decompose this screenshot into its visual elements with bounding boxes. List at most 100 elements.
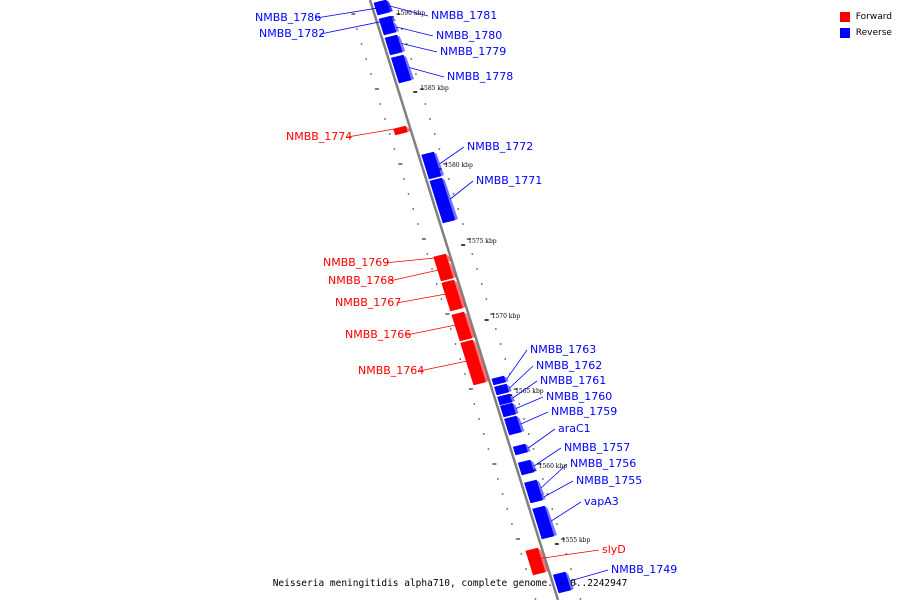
- gene-label[interactable]: NMBB_1766: [345, 328, 411, 341]
- legend-reverse: Reverse: [839, 25, 892, 41]
- label-connector: [543, 480, 574, 498]
- gene-feature-bevel: [530, 460, 537, 472]
- label-connector: [533, 447, 562, 467]
- gene-label[interactable]: araC1: [558, 422, 591, 435]
- gene-feature-bevel: [536, 480, 545, 496]
- kbp-label: 1585 kbp: [420, 85, 449, 92]
- forward-swatch: [839, 12, 850, 22]
- label-connector: [396, 26, 434, 37]
- gene-feature-bevel: [453, 280, 466, 308]
- kbp-label: 1555 kbp: [562, 537, 591, 544]
- gene-feature[interactable]: [497, 393, 513, 406]
- label-connector: [569, 569, 609, 582]
- label-connector: [528, 428, 556, 449]
- gene-label[interactable]: NMBB_1759: [551, 405, 617, 418]
- gene-feature-bevel: [445, 254, 452, 262]
- gene-label[interactable]: NMBB_1762: [536, 359, 602, 372]
- gene-label[interactable]: NMBB_1760: [546, 390, 612, 403]
- gene-features: [373, 0, 574, 594]
- label-connector: [389, 5, 429, 17]
- gene-feature-bevel: [463, 312, 475, 338]
- label-connector: [506, 349, 528, 380]
- label-connector: [512, 380, 538, 399]
- gene-label[interactable]: NMBB_1781: [431, 9, 497, 22]
- gene-feature[interactable]: [491, 375, 507, 386]
- kbp-label: 1590 kbp: [397, 10, 426, 17]
- gene-feature-bevel: [512, 403, 519, 414]
- gene-feature-bevel: [565, 572, 574, 590]
- gene-label[interactable]: NMBB_1771: [476, 174, 542, 187]
- gene-label[interactable]: vapA3: [584, 495, 619, 508]
- label-connector: [409, 67, 445, 78]
- label-connector: [551, 501, 582, 522]
- gene-label[interactable]: slyD: [602, 543, 626, 556]
- gene-label[interactable]: NMBB_1769: [323, 256, 389, 269]
- gene-label[interactable]: NMBB_1755: [576, 474, 642, 487]
- forward-label: Forward: [855, 12, 892, 22]
- gene-feature[interactable]: [494, 383, 510, 396]
- gene-label[interactable]: NMBB_1779: [440, 45, 506, 58]
- gene-feature-bevel: [392, 22, 400, 32]
- label-connector: [406, 324, 456, 336]
- gene-label[interactable]: NMBB_1757: [564, 441, 630, 454]
- gene-label[interactable]: NMBB_1761: [540, 374, 606, 387]
- gene-label[interactable]: NMBB_1768: [328, 274, 394, 287]
- reverse-label: Reverse: [855, 28, 892, 38]
- label-connector: [515, 396, 544, 409]
- label-connector: [439, 146, 465, 165]
- label-connector: [540, 463, 568, 489]
- label-connector: [347, 128, 395, 138]
- gene-feature[interactable]: [393, 125, 408, 136]
- gene-feature-bevel: [403, 55, 415, 80]
- kbp-label: 1565 kbp: [515, 388, 544, 395]
- gene-label[interactable]: NMBB_1764: [358, 364, 424, 377]
- legend: Forward Reverse: [839, 9, 892, 41]
- tick-marks: [351, 13, 582, 600]
- label-connector: [320, 18, 395, 35]
- gene-feature-bevel: [396, 35, 406, 52]
- gene-label[interactable]: NMBB_1749: [611, 563, 677, 576]
- gene-label[interactable]: NMBB_1774: [286, 130, 352, 143]
- kbp-label: 1580 kbp: [444, 162, 473, 169]
- gene-feature-bevel: [441, 178, 458, 220]
- label-connector: [509, 365, 534, 389]
- label-connector: [316, 5, 390, 19]
- gene-label[interactable]: NMBB_1786: [255, 11, 321, 24]
- gene-label[interactable]: NMBB_1756: [570, 457, 636, 470]
- label-connector: [419, 360, 468, 372]
- genome-caption: Neisseria meningitidis alpha710, complet…: [272, 578, 628, 589]
- gene-label[interactable]: NMBB_1780: [436, 29, 502, 42]
- gene-label[interactable]: NMBB_1772: [467, 140, 533, 153]
- label-connector: [389, 269, 439, 282]
- kbp-label: 1560 kbp: [539, 463, 568, 470]
- gene-feature-bevel: [433, 152, 445, 176]
- label-connector: [396, 293, 447, 304]
- reverse-swatch: [839, 28, 850, 38]
- gene-feature-bevel: [503, 376, 509, 382]
- gene-feature-bevel: [448, 262, 457, 278]
- gene-feature-bevel: [405, 126, 411, 132]
- gene-label[interactable]: NMBB_1782: [259, 27, 325, 40]
- gene-feature-bevel: [509, 394, 515, 402]
- legend-forward: Forward: [839, 9, 892, 25]
- label-connector: [401, 43, 438, 53]
- kbp-label: 1575 kbp: [468, 238, 497, 245]
- gene-feature-bevel: [516, 416, 525, 432]
- gene-label[interactable]: NMBB_1763: [530, 343, 596, 356]
- genome-backbone: [368, 0, 560, 600]
- kbp-label: 1570 kbp: [492, 313, 521, 320]
- gene-feature-bevel: [525, 444, 531, 452]
- gene-labels: NMBB_1786 NMBB_1782 NMBB_1781 NMBB_1780 NMBB…: [255, 5, 677, 582]
- kbp-scale: 1590 kbp 1585 kbp 1580 kbp 1575 kbp 1570 kbp…: [389, 10, 591, 545]
- gene-feature-bevel: [537, 548, 549, 572]
- gene-feature-bevel: [544, 506, 557, 536]
- label-connector: [450, 180, 474, 200]
- gene-feature[interactable]: [512, 443, 528, 456]
- gene-feature-bevel: [472, 340, 489, 382]
- gene-label[interactable]: NMBB_1767: [335, 296, 401, 309]
- label-connector: [384, 257, 435, 264]
- gene-label[interactable]: NMBB_1778: [447, 70, 513, 83]
- label-connector: [529, 549, 600, 561]
- label-connector: [520, 411, 549, 425]
